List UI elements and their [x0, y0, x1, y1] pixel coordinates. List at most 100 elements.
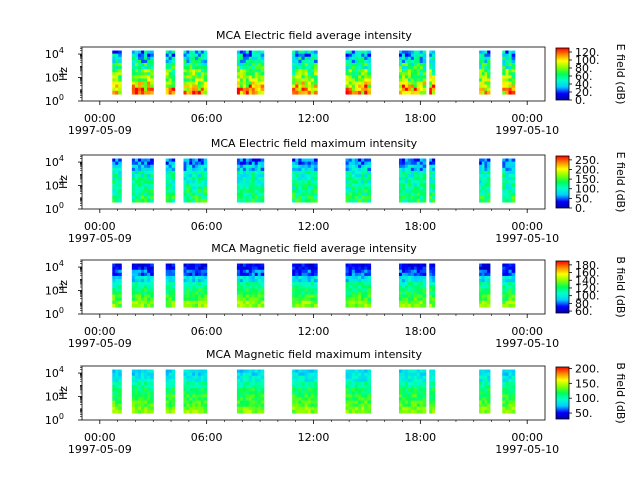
colorbar-gradient [555, 366, 570, 420]
y-axis-label: Hz [57, 67, 70, 81]
y-tick-label: 104 [45, 365, 64, 380]
colorbar-tick-label: 80. [575, 62, 593, 75]
x-tick-label: 00:00 [511, 325, 543, 338]
data-block [112, 369, 122, 414]
x-tick-date: 1997-05-09 [68, 124, 132, 137]
data-block [165, 50, 176, 95]
data-block [292, 263, 318, 308]
data-block [292, 158, 318, 203]
panel-title: MCA Magnetic field average intensity [211, 242, 417, 255]
data-block [479, 369, 491, 414]
data-block [429, 158, 436, 203]
data-block [183, 158, 208, 203]
x-tick-date: 1997-05-09 [68, 232, 132, 245]
x-tick-label: 12:00 [298, 112, 330, 125]
data-block [479, 50, 491, 95]
y-tick-label: 102 [45, 283, 64, 298]
data-block [165, 158, 176, 203]
colorbar-tick-label: 120. [575, 46, 600, 59]
y-axis-label: Hz [57, 175, 70, 189]
x-tick-label: 00:00 [84, 325, 116, 338]
data-block [131, 158, 154, 203]
x-tick-label: 12:00 [298, 220, 330, 233]
data-block [345, 158, 372, 203]
data-block [165, 263, 176, 308]
x-tick-label: 06:00 [191, 220, 223, 233]
data-block [131, 369, 154, 414]
colorbar-tick-label: 120. [575, 282, 600, 295]
colorbar-tick-label: 250. [575, 154, 600, 167]
x-tick-date: 1997-05-09 [68, 337, 132, 350]
colorbar-gradient [555, 47, 570, 101]
x-tick-label: 00:00 [511, 112, 543, 125]
y-tick-label: 100 [45, 306, 64, 321]
colorbar-tick-label: 150. [575, 377, 600, 390]
x-tick-date: 1997-05-10 [495, 443, 559, 456]
colorbar-tick-label: 160. [575, 267, 600, 280]
colorbar-label: B field (dB) [614, 256, 627, 317]
spectrogram-panel-2: MCA Electric field maximum intensityHz10… [45, 137, 627, 245]
data-block [236, 158, 265, 203]
x-tick-label: 06:00 [191, 112, 223, 125]
colorbar-gradient [555, 155, 570, 209]
x-tick-date: 1997-05-10 [495, 232, 559, 245]
data-block [398, 263, 427, 308]
colorbar: 0.20.40.60.80.100.120. E field (dB) [555, 44, 627, 107]
colorbar: 60.80.100.120.140.160.180. B field (dB) [555, 256, 627, 318]
y-tick-label: 100 [45, 412, 64, 427]
colorbar-tick-label: 100. [575, 290, 600, 303]
colorbar-tick-label: 80. [575, 297, 593, 310]
colorbar-tick-label: 0. [575, 202, 586, 215]
data-block [502, 158, 516, 203]
y-tick-label: 102 [45, 389, 64, 404]
data-block [165, 369, 176, 414]
colorbar-tick-label: 150. [575, 173, 600, 186]
x-tick-label: 00:00 [84, 431, 116, 444]
data-block [345, 50, 372, 95]
y-tick-label: 102 [45, 178, 64, 193]
x-tick-label: 00:00 [511, 431, 543, 444]
spectrogram-panel-4: MCA Magnetic field maximum intensityHz10… [45, 348, 627, 456]
x-tick-label: 06:00 [191, 431, 223, 444]
panel-title: MCA Electric field average intensity [216, 29, 412, 42]
panel-title: MCA Magnetic field maximum intensity [206, 348, 422, 361]
colorbar-tick-label: 140. [575, 274, 600, 287]
colorbar-label: B field (dB) [614, 362, 627, 423]
colorbar-tick-label: 60. [575, 305, 593, 318]
data-block [429, 50, 436, 95]
data-block [131, 263, 154, 308]
data-block [183, 369, 208, 414]
data-block [236, 50, 265, 95]
data-block [502, 263, 516, 308]
y-axis-label: Hz [57, 386, 70, 400]
data-block [292, 369, 318, 414]
data-block [429, 263, 436, 308]
data-block [398, 369, 427, 414]
x-tick-label: 18:00 [404, 112, 436, 125]
colorbar-tick-label: 20. [575, 86, 593, 99]
y-tick-label: 104 [45, 46, 64, 61]
colorbar-gradient [555, 260, 570, 314]
data-block [112, 263, 122, 308]
x-tick-label: 18:00 [404, 325, 436, 338]
data-block [236, 263, 265, 308]
x-tick-date: 1997-05-10 [495, 337, 559, 350]
data-block [183, 263, 208, 308]
data-block [398, 158, 427, 203]
y-tick-label: 102 [45, 70, 64, 85]
colorbar-tick-label: 0. [575, 94, 586, 107]
x-tick-label: 00:00 [511, 220, 543, 233]
y-tick-label: 104 [45, 154, 64, 169]
colorbar-tick-label: 200. [575, 163, 600, 176]
spectrogram-panel-1: MCA Electric field average intensityHz10… [45, 29, 627, 137]
x-tick-label: 18:00 [404, 220, 436, 233]
data-block [398, 50, 427, 95]
x-tick-label: 18:00 [404, 431, 436, 444]
y-axis-label: Hz [57, 280, 70, 294]
colorbar-tick-label: 100. [575, 183, 600, 196]
colorbar-tick-label: 60. [575, 70, 593, 83]
spectrogram-panel-3: MCA Magnetic field average intensityHz10… [45, 242, 627, 350]
data-block [292, 50, 318, 95]
x-tick-date: 1997-05-09 [68, 443, 132, 456]
